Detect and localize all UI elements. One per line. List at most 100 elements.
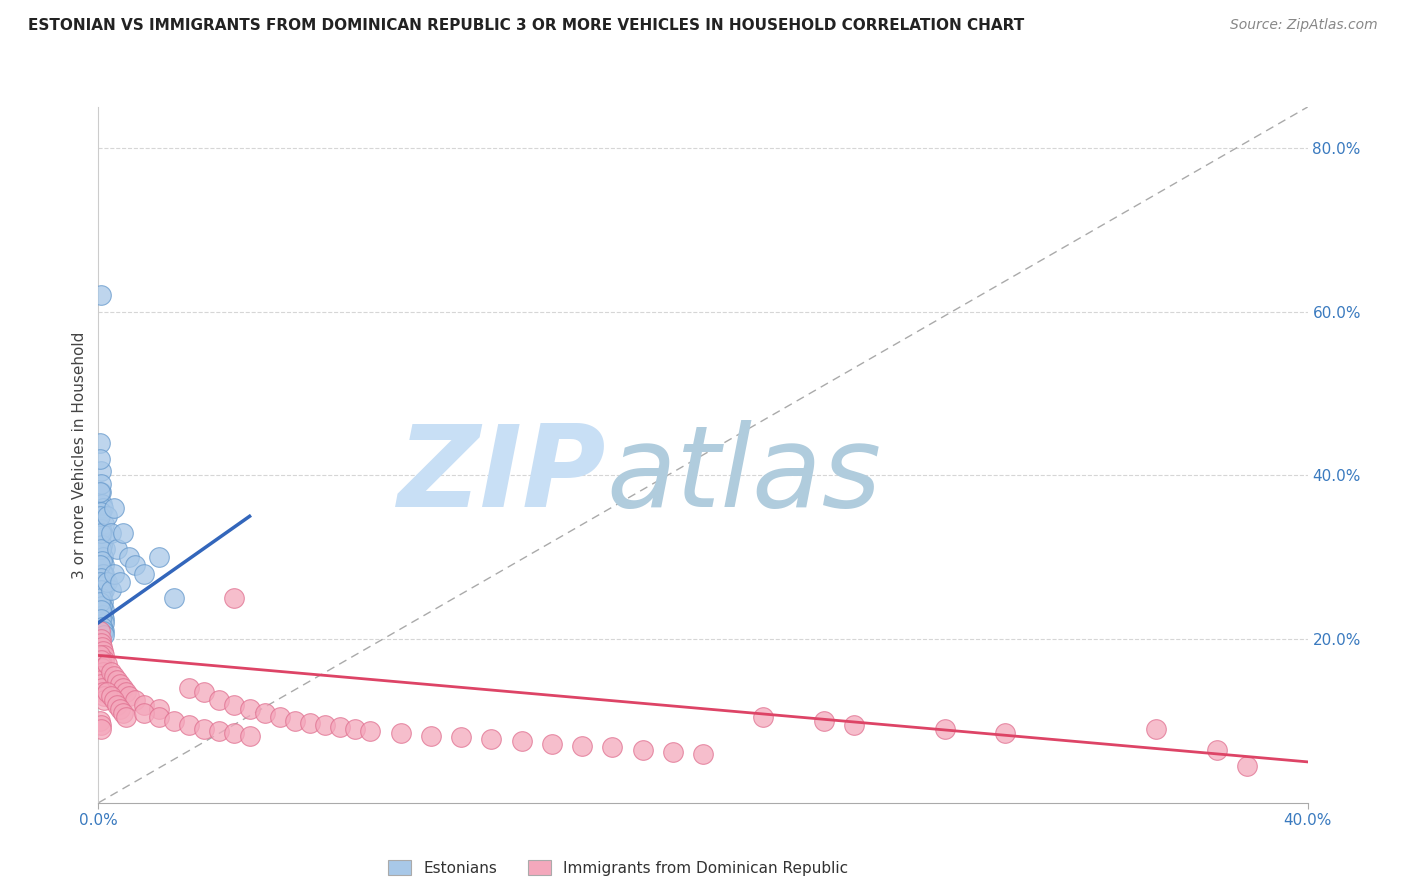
- Point: [91, 644, 114, 658]
- Point: [90, 652, 112, 666]
- Point: [91, 566, 114, 581]
- Point: [90, 677, 112, 691]
- Point: [571, 739, 593, 753]
- Point: [360, 723, 382, 738]
- Point: [692, 747, 714, 761]
- Point: [108, 701, 131, 715]
- Point: [111, 525, 134, 540]
- Point: [89, 624, 111, 638]
- Point: [91, 681, 114, 696]
- Point: [89, 558, 111, 573]
- Point: [91, 501, 114, 516]
- Point: [93, 582, 115, 597]
- Point: [90, 722, 112, 736]
- Point: [91, 550, 114, 565]
- Point: [994, 726, 1017, 740]
- Y-axis label: 3 or more Vehicles in Household: 3 or more Vehicles in Household: [72, 331, 87, 579]
- Point: [89, 574, 111, 589]
- Point: [314, 718, 336, 732]
- Point: [93, 648, 115, 663]
- Point: [752, 710, 775, 724]
- Legend: Estonians, Immigrants from Dominican Republic: Estonians, Immigrants from Dominican Rep…: [381, 852, 856, 883]
- Point: [89, 648, 111, 663]
- Point: [89, 435, 111, 450]
- Point: [1206, 742, 1229, 756]
- Point: [90, 591, 112, 606]
- Point: [100, 665, 122, 679]
- Point: [91, 554, 114, 568]
- Point: [1144, 722, 1167, 736]
- Point: [193, 722, 215, 736]
- Point: [481, 731, 503, 746]
- Point: [389, 726, 412, 740]
- Point: [91, 538, 114, 552]
- Point: [90, 484, 112, 499]
- Point: [105, 673, 128, 687]
- Point: [91, 599, 114, 614]
- Point: [90, 505, 112, 519]
- Point: [100, 525, 122, 540]
- Point: [90, 522, 112, 536]
- Point: [91, 661, 114, 675]
- Point: [94, 542, 117, 557]
- Point: [93, 566, 115, 581]
- Point: [103, 693, 125, 707]
- Point: [90, 525, 112, 540]
- Point: [93, 558, 115, 573]
- Point: [89, 509, 111, 524]
- Point: [179, 718, 201, 732]
- Point: [103, 669, 125, 683]
- Point: [284, 714, 307, 728]
- Point: [179, 681, 201, 696]
- Point: [90, 505, 112, 519]
- Point: [114, 685, 136, 699]
- Point: [90, 476, 112, 491]
- Text: Source: ZipAtlas.com: Source: ZipAtlas.com: [1230, 18, 1378, 32]
- Point: [90, 571, 112, 585]
- Point: [148, 710, 170, 724]
- Point: [89, 648, 111, 663]
- Point: [253, 706, 276, 720]
- Point: [661, 745, 683, 759]
- Point: [91, 620, 114, 634]
- Point: [631, 742, 654, 756]
- Point: [148, 550, 170, 565]
- Point: [208, 723, 231, 738]
- Point: [90, 636, 112, 650]
- Point: [1236, 759, 1258, 773]
- Point: [91, 525, 114, 540]
- Point: [93, 615, 115, 630]
- Point: [224, 591, 246, 606]
- Point: [96, 685, 118, 699]
- Point: [93, 517, 115, 532]
- Point: [91, 607, 114, 622]
- Point: [93, 612, 115, 626]
- Point: [193, 685, 215, 699]
- Point: [103, 501, 125, 516]
- Point: [844, 718, 866, 732]
- Point: [299, 715, 322, 730]
- Point: [90, 288, 112, 302]
- Point: [89, 452, 111, 467]
- Point: [93, 574, 115, 589]
- Point: [813, 714, 835, 728]
- Point: [90, 657, 112, 671]
- Point: [148, 701, 170, 715]
- Point: [93, 652, 115, 666]
- Point: [100, 690, 122, 704]
- Point: [105, 542, 128, 557]
- Point: [329, 721, 352, 735]
- Point: [93, 673, 115, 687]
- Point: [91, 624, 114, 638]
- Point: [89, 714, 111, 728]
- Point: [90, 603, 112, 617]
- Point: [96, 574, 118, 589]
- Text: ESTONIAN VS IMMIGRANTS FROM DOMINICAN REPUBLIC 3 OR MORE VEHICLES IN HOUSEHOLD C: ESTONIAN VS IMMIGRANTS FROM DOMINICAN RE…: [28, 18, 1025, 33]
- Point: [124, 558, 146, 573]
- Point: [90, 665, 112, 679]
- Point: [94, 574, 117, 589]
- Point: [124, 693, 146, 707]
- Point: [93, 603, 115, 617]
- Point: [91, 665, 114, 679]
- Point: [90, 612, 112, 626]
